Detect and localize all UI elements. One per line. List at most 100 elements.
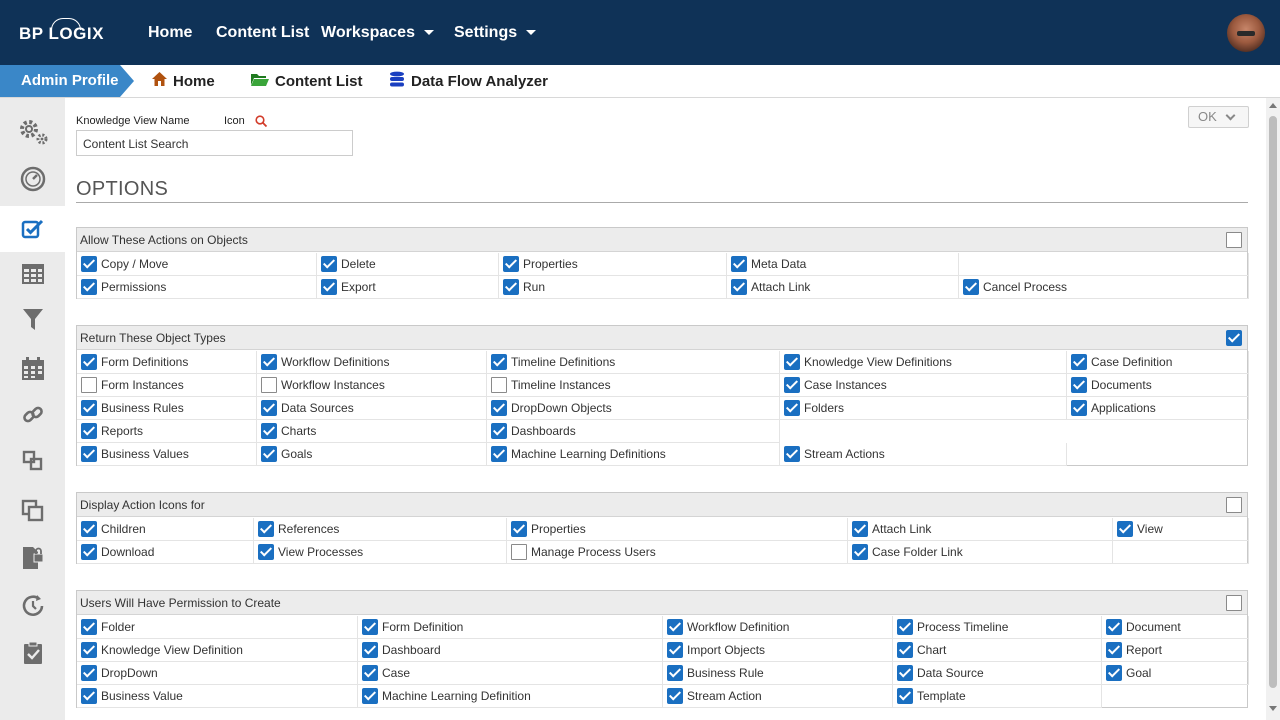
- checkbox-checked[interactable]: [258, 544, 274, 560]
- option-item[interactable]: References: [254, 518, 507, 541]
- checkbox-checked[interactable]: [784, 377, 800, 393]
- nav-content-list[interactable]: Content List: [216, 23, 310, 41]
- checkbox-unchecked[interactable]: [81, 377, 97, 393]
- checkbox-checked[interactable]: [81, 642, 97, 658]
- option-item[interactable]: Stream Actions: [780, 443, 1067, 466]
- checkbox-checked[interactable]: [81, 688, 97, 704]
- checkbox-checked[interactable]: [81, 256, 97, 272]
- scrollbar-thumb[interactable]: [1269, 116, 1277, 688]
- option-item[interactable]: Case Folder Link: [848, 541, 1113, 564]
- checkbox-checked[interactable]: [503, 279, 519, 295]
- option-item[interactable]: Knowledge View Definition: [77, 639, 358, 662]
- checkbox-checked[interactable]: [81, 279, 97, 295]
- sidebar-item-secure-files[interactable]: [0, 535, 65, 581]
- sidebar-item-dashboard[interactable]: [0, 156, 65, 202]
- option-item[interactable]: Timeline Instances: [487, 374, 780, 397]
- sidebar-item-calendar[interactable]: [0, 346, 65, 392]
- checkbox-checked[interactable]: [491, 423, 507, 439]
- checkbox-checked[interactable]: [491, 400, 507, 416]
- checkbox-checked[interactable]: [261, 354, 277, 370]
- option-item[interactable]: Process Timeline: [893, 616, 1102, 639]
- option-item[interactable]: Business Rules: [77, 397, 257, 420]
- option-item[interactable]: Workflow Definition: [663, 616, 893, 639]
- select-all-checkbox[interactable]: [1226, 330, 1242, 346]
- option-item[interactable]: Business Value: [77, 685, 358, 708]
- checkbox-checked[interactable]: [784, 400, 800, 416]
- checkbox-checked[interactable]: [503, 256, 519, 272]
- checkbox-checked[interactable]: [261, 423, 277, 439]
- option-item[interactable]: Properties: [499, 253, 727, 276]
- checkbox-checked[interactable]: [321, 279, 337, 295]
- option-item[interactable]: Run: [499, 276, 727, 299]
- option-item[interactable]: Delete: [317, 253, 499, 276]
- option-item[interactable]: Attach Link: [848, 518, 1113, 541]
- checkbox-checked[interactable]: [897, 665, 913, 681]
- option-item[interactable]: Form Definition: [358, 616, 663, 639]
- checkbox-checked[interactable]: [897, 642, 913, 658]
- option-item[interactable]: Goals: [257, 443, 487, 466]
- checkbox-checked[interactable]: [511, 521, 527, 537]
- knowledge-view-name-input[interactable]: Content List Search: [76, 130, 353, 156]
- option-item[interactable]: Dashboards: [487, 420, 780, 443]
- option-item[interactable]: Properties: [507, 518, 848, 541]
- checkbox-checked[interactable]: [784, 446, 800, 462]
- option-item[interactable]: Workflow Instances: [257, 374, 487, 397]
- option-item[interactable]: Timeline Definitions: [487, 351, 780, 374]
- checkbox-checked[interactable]: [1106, 642, 1122, 658]
- checkbox-unchecked[interactable]: [511, 544, 527, 560]
- checkbox-checked[interactable]: [897, 619, 913, 635]
- ok-button[interactable]: OK: [1188, 106, 1249, 128]
- admin-profile-tab[interactable]: Admin Profile: [0, 65, 134, 97]
- option-item[interactable]: Template: [893, 685, 1102, 708]
- checkbox-checked[interactable]: [731, 256, 747, 272]
- checkbox-checked[interactable]: [1106, 619, 1122, 635]
- option-item[interactable]: Machine Learning Definition: [358, 685, 663, 708]
- checkbox-checked[interactable]: [897, 688, 913, 704]
- checkbox-checked[interactable]: [81, 521, 97, 537]
- checkbox-checked[interactable]: [81, 619, 97, 635]
- checkbox-checked[interactable]: [261, 446, 277, 462]
- option-item[interactable]: Report: [1102, 639, 1249, 662]
- option-item[interactable]: Business Values: [77, 443, 257, 466]
- checkbox-checked[interactable]: [1071, 400, 1087, 416]
- option-item[interactable]: Import Objects: [663, 639, 893, 662]
- breadcrumb-home[interactable]: Home: [151, 65, 215, 97]
- option-item[interactable]: Documents: [1067, 374, 1249, 397]
- checkbox-checked[interactable]: [963, 279, 979, 295]
- checkbox-checked[interactable]: [362, 642, 378, 658]
- checkbox-checked[interactable]: [731, 279, 747, 295]
- option-item[interactable]: Folder: [77, 616, 358, 639]
- checkbox-checked[interactable]: [1106, 665, 1122, 681]
- option-item[interactable]: Data Source: [893, 662, 1102, 685]
- checkbox-checked[interactable]: [261, 400, 277, 416]
- option-item[interactable]: Manage Process Users: [507, 541, 848, 564]
- scroll-up-arrow-icon[interactable]: [1269, 103, 1277, 108]
- option-item[interactable]: Workflow Definitions: [257, 351, 487, 374]
- option-item[interactable]: Goal: [1102, 662, 1249, 685]
- checkbox-checked[interactable]: [321, 256, 337, 272]
- select-all-checkbox[interactable]: [1226, 497, 1242, 513]
- option-item[interactable]: Folders: [780, 397, 1067, 420]
- option-item[interactable]: Copy / Move: [77, 253, 317, 276]
- checkbox-checked[interactable]: [81, 665, 97, 681]
- checkbox-checked[interactable]: [362, 619, 378, 635]
- checkbox-checked[interactable]: [81, 354, 97, 370]
- option-item[interactable]: Machine Learning Definitions: [487, 443, 780, 466]
- checkbox-checked[interactable]: [362, 688, 378, 704]
- option-item[interactable]: Data Sources: [257, 397, 487, 420]
- option-item[interactable]: Meta Data: [727, 253, 959, 276]
- nav-settings[interactable]: Settings: [454, 0, 537, 65]
- checkbox-unchecked[interactable]: [491, 377, 507, 393]
- option-item[interactable]: Attach Link: [727, 276, 959, 299]
- option-item[interactable]: Form Instances: [77, 374, 257, 397]
- checkbox-checked[interactable]: [81, 544, 97, 560]
- option-item[interactable]: Form Definitions: [77, 351, 257, 374]
- sidebar-item-links[interactable]: [0, 392, 65, 438]
- option-item[interactable]: Business Rule: [663, 662, 893, 685]
- sidebar-item-tasks[interactable]: [0, 630, 65, 676]
- option-item[interactable]: Applications: [1067, 397, 1249, 420]
- checkbox-unchecked[interactable]: [261, 377, 277, 393]
- option-item[interactable]: Charts: [257, 420, 487, 443]
- sidebar-item-schedule[interactable]: [0, 583, 65, 629]
- checkbox-checked[interactable]: [852, 544, 868, 560]
